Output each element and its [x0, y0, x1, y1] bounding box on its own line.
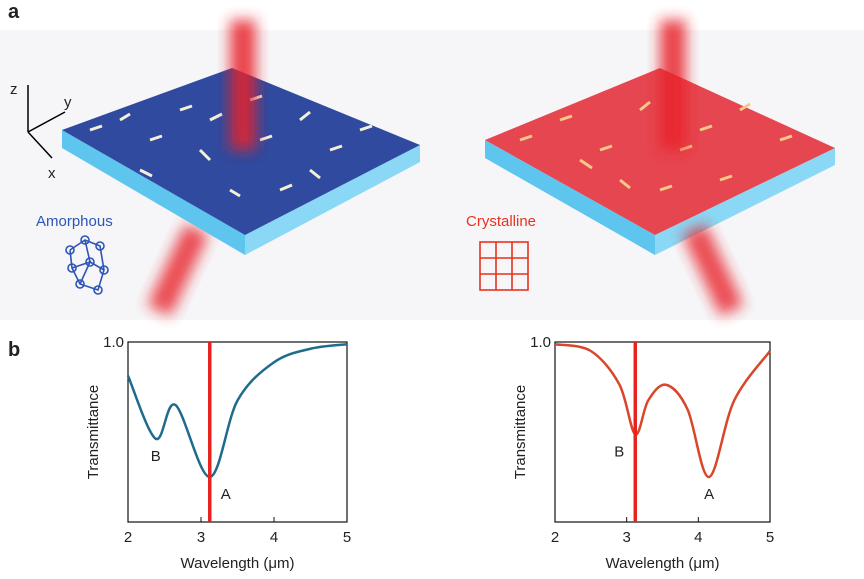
plot-frame [127, 341, 348, 523]
y-axis-label: Transmittance [85, 385, 102, 479]
y-tick-label: 1.0 [103, 334, 124, 351]
x-axis-label: Wavelength (μm) [181, 555, 295, 572]
y-tick-label: 1.0 [530, 334, 551, 351]
phase-label: Amorphous [36, 213, 113, 230]
coordinate-axes [27, 85, 66, 159]
annotation: A [704, 486, 714, 503]
x-tick-label: 3 [197, 529, 205, 546]
plot-frame [554, 341, 771, 523]
amorphous-device: Amorphous [36, 20, 420, 317]
x-axis-label: Wavelength (μm) [606, 555, 720, 572]
phase-label: Crystalline [466, 213, 536, 230]
crystalline-device: Crystalline [466, 20, 835, 317]
annotation: B [151, 448, 161, 465]
series-line [126, 343, 348, 479]
series-line [554, 343, 772, 479]
x-tick-label: 4 [694, 529, 702, 546]
y-axis-label: Transmittance [512, 385, 529, 479]
panel-label: b [8, 339, 20, 361]
panel-label: a [8, 1, 20, 23]
x-tick-label: 2 [551, 529, 559, 546]
x-tick-label: 5 [343, 529, 351, 546]
annotation: B [614, 443, 624, 460]
x-tick-label: 5 [766, 529, 774, 546]
x-tick-label: 3 [622, 529, 630, 546]
axis-letter: x [48, 165, 56, 182]
annotation: A [221, 486, 231, 503]
x-tick-label: 4 [270, 529, 278, 546]
x-tick-label: 2 [124, 529, 132, 546]
axis-letter: z [10, 81, 18, 98]
axis-letter: y [64, 94, 72, 111]
